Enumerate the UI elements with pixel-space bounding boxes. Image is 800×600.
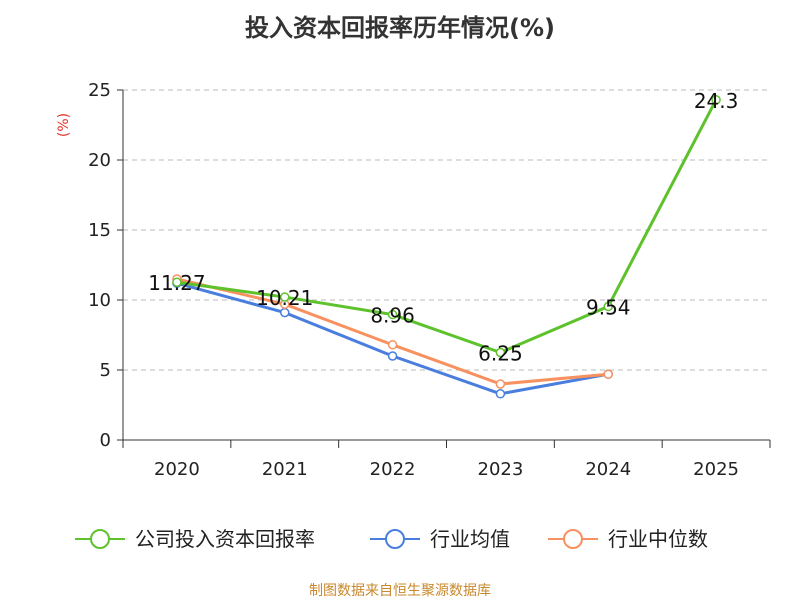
data-label: 10.21 bbox=[256, 286, 313, 310]
chart-title: 投入资本回报率历年情况(%) bbox=[245, 14, 555, 42]
data-point bbox=[495, 347, 506, 358]
data-point bbox=[387, 351, 398, 361]
y-tick-label: 10 bbox=[88, 290, 111, 311]
data-point bbox=[603, 301, 613, 312]
data-source-note: 制图数据来自恒生聚源数据库 bbox=[309, 583, 491, 599]
data-label: 6.25 bbox=[478, 342, 523, 366]
y-tick-label: 5 bbox=[100, 360, 111, 381]
x-tick-label: 2025 bbox=[693, 459, 739, 480]
series-line bbox=[176, 99, 718, 354]
data-point bbox=[387, 340, 398, 350]
x-tick-label: 2023 bbox=[478, 459, 524, 480]
y-tick-label: 15 bbox=[88, 220, 111, 241]
data-point bbox=[387, 309, 398, 320]
data-label: 8.96 bbox=[370, 304, 415, 328]
data-point bbox=[172, 277, 182, 287]
data-point bbox=[495, 389, 506, 399]
y-tick-label: 0 bbox=[100, 430, 111, 451]
legend: 公司投入资本回报率 行业均值 行业中位数 bbox=[75, 527, 708, 551]
grid-lines bbox=[123, 89, 770, 371]
legend-marker bbox=[90, 529, 110, 549]
x-tick-label: 2024 bbox=[585, 459, 631, 480]
data-labels: 11.27 10.21 8.96 6.25 9.54 24.3 bbox=[148, 89, 738, 366]
data-point bbox=[603, 369, 613, 379]
legend-marker bbox=[563, 529, 583, 549]
data-label: 24.3 bbox=[694, 89, 739, 113]
data-label: 9.54 bbox=[586, 295, 631, 319]
series-lines bbox=[172, 95, 721, 399]
y-tick-label: 25 bbox=[88, 80, 111, 101]
legend-label: 公司投入资本回报率 bbox=[135, 527, 315, 551]
x-tick-label: 2021 bbox=[262, 459, 308, 480]
data-label: 11.27 bbox=[148, 271, 205, 295]
data-point bbox=[711, 95, 721, 105]
legend-label: 行业均值 bbox=[430, 527, 510, 551]
data-point bbox=[280, 292, 290, 302]
series-line bbox=[176, 281, 609, 396]
legend-marker bbox=[385, 529, 405, 549]
data-point bbox=[495, 379, 506, 389]
x-tick-label: 2022 bbox=[370, 459, 416, 480]
y-axis-unit-label: (%) bbox=[56, 113, 72, 137]
y-tick-label: 20 bbox=[88, 150, 111, 171]
x-tick-label: 2020 bbox=[154, 459, 200, 480]
legend-label: 行业中位数 bbox=[608, 527, 708, 551]
series-line bbox=[176, 277, 609, 386]
